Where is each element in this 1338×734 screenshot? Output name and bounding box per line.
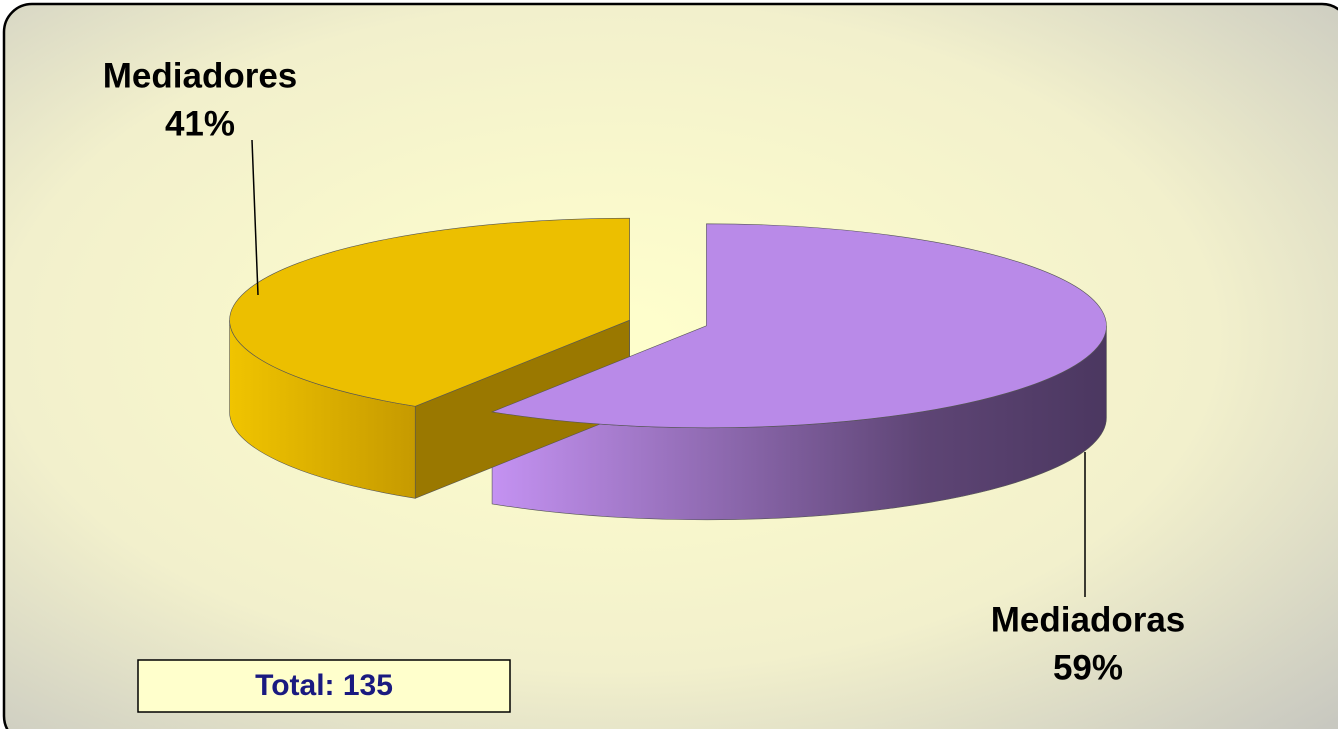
slice-label: Mediadores <box>103 56 298 95</box>
leader-line <box>251 139 259 296</box>
value-label: 41% <box>165 104 235 143</box>
value-label: 59% <box>1053 648 1123 687</box>
pie-slice <box>490 223 1107 429</box>
total-box <box>137 659 511 713</box>
pie <box>229 217 1107 521</box>
slice-label: Mediadoras <box>991 600 1186 639</box>
pie-slice <box>229 217 630 407</box>
total-annotation: Total: 135 <box>255 669 393 702</box>
